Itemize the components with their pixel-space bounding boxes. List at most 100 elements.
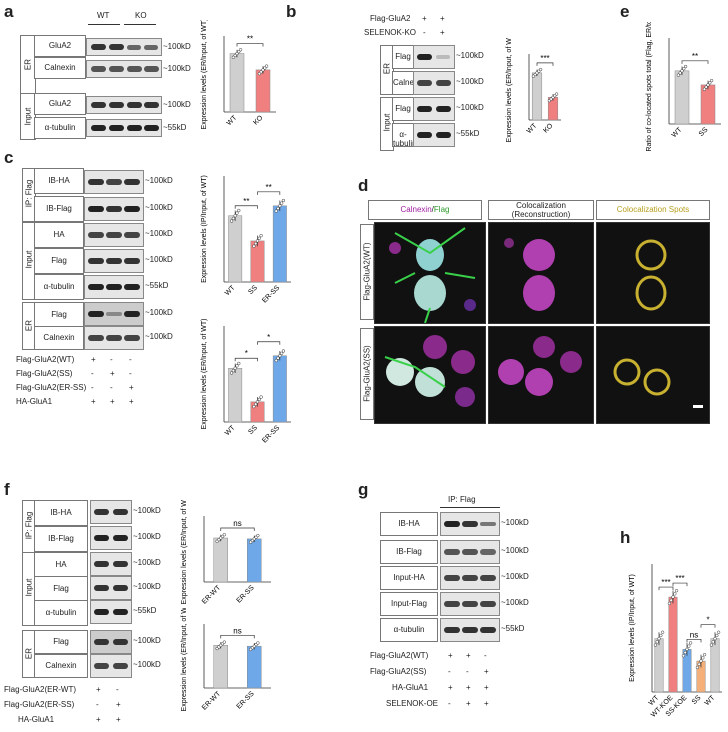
data-point	[681, 654, 686, 658]
data-point	[680, 69, 684, 73]
blot-strip	[440, 540, 500, 564]
data-point	[257, 397, 261, 402]
condition-name: Flag-GluA2(SS)	[16, 369, 73, 378]
data-point	[699, 659, 703, 663]
x-tick-label: KO	[252, 114, 264, 126]
condition-mark: +	[448, 651, 453, 660]
data-point	[279, 201, 284, 205]
data-point	[653, 643, 658, 647]
data-point	[660, 630, 665, 634]
panel-label-c: c	[4, 148, 14, 167]
data-point	[659, 633, 663, 638]
data-point	[278, 354, 282, 358]
condition-mark: +	[484, 699, 489, 708]
condition-name: Flag-GluA2(WT)	[370, 651, 429, 660]
condition-mark: +	[466, 683, 471, 692]
data-point	[257, 236, 261, 240]
row-label-box: Flag	[392, 45, 414, 69]
mw-marker: ~100kD	[133, 532, 161, 541]
bar	[229, 53, 245, 113]
row-label-box: IB-HA	[380, 512, 438, 536]
coloc-line1: Colocalization	[516, 201, 566, 210]
blot-strip	[86, 60, 162, 78]
y-axis-label: Ratio of co-located spots total (Flag, E…	[646, 22, 653, 152]
data-point	[256, 533, 260, 538]
ip-header-line	[440, 507, 500, 508]
blot-strip	[440, 618, 500, 642]
mw-marker: ~100kD	[456, 103, 484, 112]
data-point	[281, 349, 286, 353]
blot-strip	[90, 526, 132, 550]
data-point	[235, 364, 239, 368]
mw-marker: ~55kD	[456, 129, 480, 138]
data-point	[704, 85, 708, 89]
condition-name: Flag-GluA2(ER-SS)	[4, 700, 75, 709]
row-label-box: IB-HA	[34, 500, 88, 526]
bar	[654, 638, 664, 693]
data-point	[697, 662, 701, 666]
data-point	[702, 87, 707, 91]
row-label-wt: Flag-GluA2(WT)	[360, 224, 374, 320]
data-point	[252, 404, 256, 409]
group-label-ko: KO	[135, 11, 147, 20]
row-label-box: Flag	[34, 630, 88, 654]
data-point	[688, 641, 693, 645]
row-label-box: IB-HA	[34, 168, 84, 194]
row-label-box: HA	[34, 552, 88, 578]
data-point	[713, 637, 717, 641]
condition-mark: -	[448, 699, 451, 708]
significance-bracket	[234, 205, 258, 209]
bar	[674, 70, 690, 125]
blot-strip	[90, 630, 132, 654]
condition-mark: -	[110, 383, 113, 392]
condition-mark: +	[116, 715, 121, 724]
bar	[700, 84, 716, 125]
group-line-ko	[124, 24, 156, 25]
blot-strip	[413, 71, 455, 95]
significance-bracket	[658, 586, 674, 591]
coloc-line2: (Reconstruction)	[511, 210, 571, 219]
significance-label: ns	[233, 626, 241, 635]
data-point	[254, 241, 258, 246]
data-point	[255, 400, 260, 404]
x-tick-label: SS	[247, 424, 259, 436]
data-point	[264, 64, 269, 68]
mw-marker: ~100kD	[501, 598, 529, 607]
row-label-box: α-tubulin	[34, 274, 84, 300]
condition-name: Flag-GluA2(WT)	[16, 355, 75, 364]
condition-mark: +	[129, 383, 134, 392]
blot-strip	[90, 500, 132, 524]
data-point	[708, 81, 712, 85]
x-tick-label: SS	[698, 126, 710, 138]
data-point	[235, 211, 239, 215]
data-point	[276, 356, 280, 360]
data-point	[229, 371, 234, 375]
condition-mark: -	[110, 355, 113, 364]
data-point	[231, 216, 236, 221]
condition-mark: +	[484, 683, 489, 692]
micrograph-spots-wt	[596, 222, 710, 324]
blot-strip	[84, 326, 144, 350]
data-point	[674, 589, 679, 593]
micrograph-merge-wt	[374, 222, 486, 324]
data-point	[276, 206, 280, 211]
significance-label: **	[266, 183, 272, 192]
significance-bracket	[700, 624, 716, 628]
significance-label: **	[692, 52, 698, 61]
significance-label: ns	[233, 519, 241, 528]
x-tick-label: ER-SS	[236, 584, 256, 604]
data-point	[222, 640, 226, 644]
bar	[531, 72, 543, 121]
data-point	[676, 73, 681, 77]
data-point	[233, 366, 237, 370]
x-tick-label: SS	[691, 694, 703, 706]
condition-name: Flag-GluA2(ER-WT)	[4, 685, 77, 694]
condition-mark: +	[466, 699, 471, 708]
x-tick-label: ER-SS	[261, 424, 281, 444]
mw-marker: ~100kD	[163, 64, 191, 73]
column-header-colocalization: Colocalization (Reconstruction)	[488, 200, 594, 220]
panel-label-e: e	[620, 2, 630, 21]
condition-mark: -	[91, 369, 94, 378]
data-point	[256, 641, 260, 645]
micrograph-coloc-ss	[488, 326, 594, 424]
